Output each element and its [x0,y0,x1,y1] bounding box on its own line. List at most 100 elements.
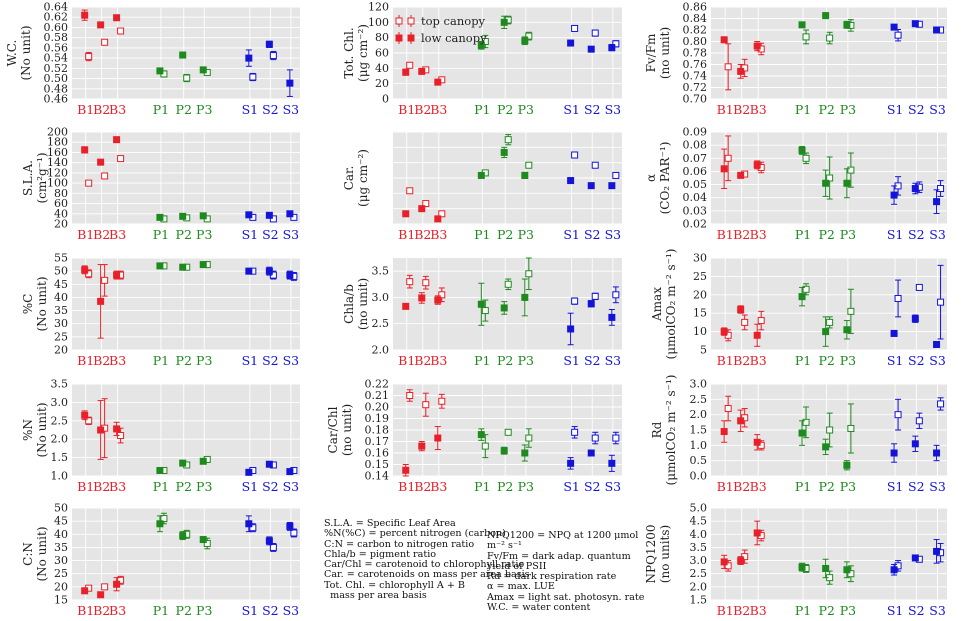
x-tick-label: S3 [605,479,622,494]
point-top-canopy [826,34,834,42]
point-top-canopy [894,562,902,570]
y-axis-label-line: α [644,174,658,182]
legend-label-low: low canopy [421,31,487,45]
point-low-canopy [265,267,273,275]
y-axis-label-line: (CO₂ PAR⁻¹) [658,142,672,215]
point-top-canopy [525,161,533,169]
point-low-canopy [156,262,164,270]
plot-background [711,258,947,350]
x-tick-label: P1 [153,227,169,242]
x-tick-label: B3 [430,102,447,117]
y-tick-label: 0.46 [44,93,69,106]
x-tick-label: S1 [887,353,904,368]
point-low-canopy [737,171,745,179]
y-tick-label: 2.5 [372,317,390,330]
point-top-canopy [847,166,855,174]
point-low-canopy [113,271,121,279]
x-tick-label: B2 [733,353,750,368]
y-tick-label: 45 [54,515,68,528]
point-low-canopy [911,440,919,448]
y-tick-label: 40 [54,291,68,304]
y-tick-label: 0.82 [683,24,708,37]
x-tick-label: B1 [398,227,415,242]
y-tick-label: 200 [47,126,68,139]
x-tick-label: P3 [196,479,212,494]
point-top-canopy [724,63,732,71]
x-tick-label: P2 [176,479,192,494]
x-tick-label: S2 [262,603,279,618]
point-low-canopy [97,591,105,599]
y-axis-label: S.L.A.(cm²g⁻¹) [21,152,49,203]
glossary-line: S.L.A. = Specific Leaf Area [324,518,456,529]
y-tick-label: 20 [54,344,68,357]
point-low-canopy [286,79,294,87]
point-low-canopy [567,459,575,467]
x-tick-label: P1 [795,227,811,242]
point-low-canopy [911,315,919,323]
x-tick-label: S1 [242,227,259,242]
x-tick-label: B3 [430,479,447,494]
y-tick-label: 40 [375,62,389,75]
point-low-canopy [477,431,485,439]
y-axis-label: %C(No unit) [21,276,49,331]
point-top-canopy [571,24,579,32]
x-tick-label: P1 [474,353,490,368]
x-tick-label: S3 [283,479,300,494]
point-low-canopy [97,297,105,305]
x-tick-label: P2 [818,603,834,618]
y-tick-label: 1.5 [690,594,708,607]
x-tick-label: P1 [153,353,169,368]
y-tick-label: 0.72 [683,81,708,94]
y-axis-label-line: (no units) [658,525,672,583]
point-low-canopy [720,36,728,44]
x-tick-label: S3 [283,227,300,242]
point-top-canopy [422,279,430,287]
point-low-canopy [156,213,164,221]
point-top-canopy [741,318,749,326]
x-tick-label: S3 [605,353,622,368]
x-tick-label: B3 [750,603,767,618]
y-axis-label-line: W.C. [5,40,19,67]
point-low-canopy [286,210,294,218]
x-tick-label: P2 [176,353,192,368]
legend-marker-top [407,17,415,25]
point-low-canopy [933,547,941,555]
y-tick-label: 0.09 [683,126,708,139]
point-top-canopy [894,411,902,419]
point-low-canopy [113,425,121,433]
y-tick-label: 3.0 [690,378,708,391]
x-tick-label: S3 [929,102,946,117]
y-tick-label: 0.48 [44,82,69,95]
x-tick-label: S3 [283,102,300,117]
point-top-canopy [802,33,810,41]
x-tick-label: B3 [109,479,126,494]
point-low-canopy [798,563,806,571]
point-top-canopy [203,539,211,547]
x-tick-label: B3 [750,353,767,368]
x-tick-label: B1 [77,353,94,368]
y-tick-label: 50 [54,502,68,515]
x-tick-label: B1 [77,479,94,494]
point-top-canopy [724,154,732,162]
point-low-canopy [843,179,851,187]
point-low-canopy [890,566,898,574]
glossary-line: C:N = carbon to nitrogen ratio [324,538,475,550]
point-top-canopy [101,172,109,180]
point-top-canopy [101,38,109,46]
y-tick-label: 0.5 [690,454,708,467]
point-low-canopy [911,185,919,193]
x-tick-label: B2 [414,227,431,242]
point-top-canopy [422,200,430,208]
point-low-canopy [567,177,575,185]
point-top-canopy [269,543,277,551]
point-low-canopy [587,449,595,457]
x-tick-label: P2 [497,227,513,242]
y-axis-label: Amax(μmolCO₂ m⁻² s⁻¹) [650,249,678,360]
point-low-canopy [822,443,830,451]
point-top-canopy [612,434,620,442]
x-tick-label: S2 [908,102,925,117]
glossary-line: mass per area basis [324,590,427,602]
point-low-canopy [753,331,761,339]
